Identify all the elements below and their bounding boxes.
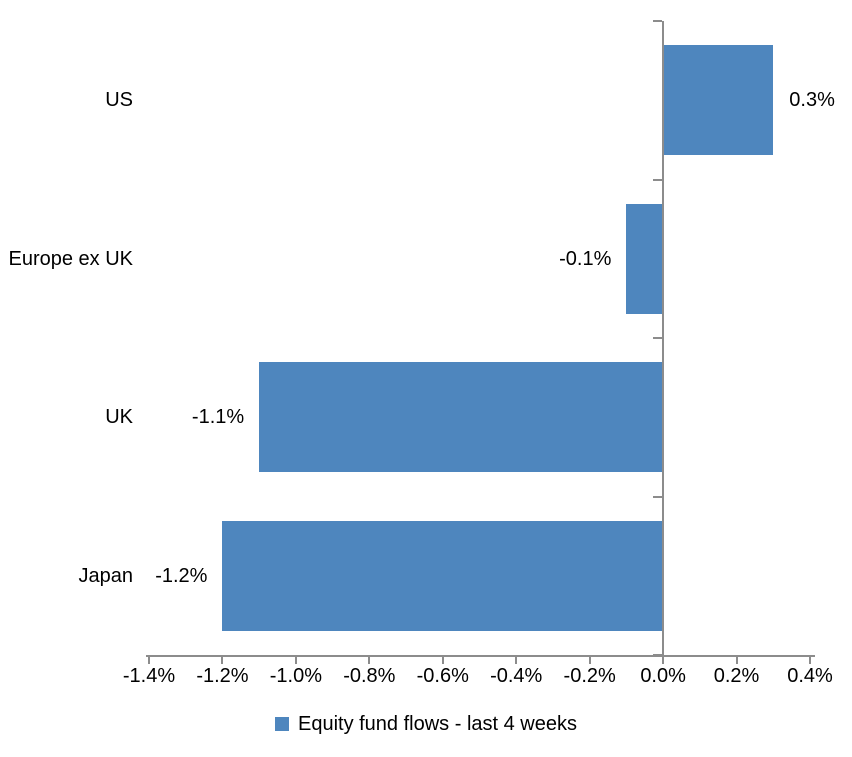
y-axis-tick <box>653 178 663 181</box>
x-axis-tick-label: 0.4% <box>787 665 833 687</box>
x-axis-tick-label: -1.2% <box>196 665 249 687</box>
legend-series-marker-icon <box>274 717 289 731</box>
category-label: US <box>105 89 133 112</box>
x-axis-tick-label: 0.2% <box>713 665 760 687</box>
bar-us <box>663 45 774 156</box>
bar-uk <box>259 362 664 473</box>
x-axis-tick-label: -0.6% <box>416 665 469 687</box>
x-axis-tick <box>588 657 591 664</box>
x-axis-line <box>146 655 815 657</box>
bar-europe-ex-uk <box>626 203 664 314</box>
x-axis-tick <box>662 657 665 664</box>
x-axis-tick-label: -1.4% <box>122 665 176 687</box>
x-axis-tick <box>294 657 297 664</box>
x-axis-tick <box>221 657 224 664</box>
x-axis-tick-label: -0.8% <box>343 665 396 687</box>
x-axis-tick-label: 0.0% <box>640 665 686 687</box>
bar-japan <box>222 520 664 631</box>
x-axis-tick-label: -0.4% <box>490 665 543 687</box>
category-label: Japan <box>78 564 134 587</box>
bar-value-label: -0.1% <box>559 247 612 270</box>
category-label: UK <box>105 406 133 429</box>
x-axis-tick <box>735 657 738 664</box>
bar-value-label: -1.2% <box>155 564 208 587</box>
legend-series-label: Equity fund flows - last 4 weeks <box>297 713 577 735</box>
x-axis-tick <box>441 657 444 664</box>
bar-value-label: 0.3% <box>789 89 835 112</box>
x-axis-tick <box>515 657 518 664</box>
y-axis-tick <box>653 495 663 498</box>
bar-value-label: -1.1% <box>191 406 245 429</box>
y-axis-tick <box>653 20 663 22</box>
x-axis-tick-label: -0.2% <box>563 665 616 687</box>
x-axis-tick <box>368 657 371 664</box>
x-axis-tick <box>148 657 150 664</box>
legend: Equity fund flows - last 4 weeks <box>0 712 852 736</box>
x-axis-tick <box>809 657 811 664</box>
y-axis-line <box>662 21 665 655</box>
x-axis-tick-label: -1.0% <box>269 665 322 687</box>
y-axis-tick <box>653 337 663 339</box>
category-label: Europe ex UK <box>8 247 133 270</box>
